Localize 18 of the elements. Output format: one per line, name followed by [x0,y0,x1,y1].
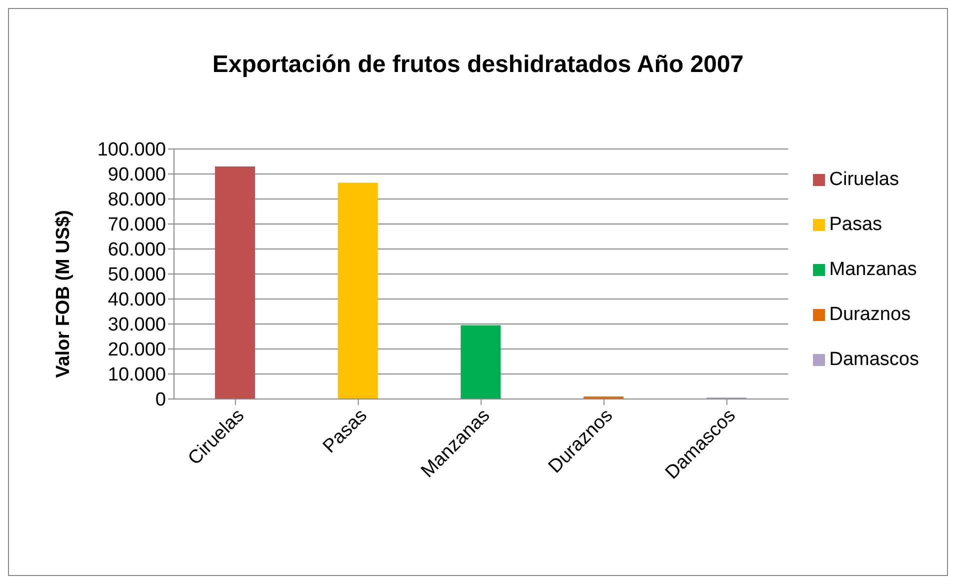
legend-label: Damascos [829,348,919,370]
y-tick-label: 70.000 [108,214,166,236]
legend-label: Ciruelas [829,168,899,190]
y-tick-label: 40.000 [108,290,166,311]
y-tick-label: 0 [155,390,166,411]
chart-title: Exportación de frutos deshidratados Año 2007 [211,51,745,79]
y-axis-title: Valor FOB (M US$) [53,210,75,378]
legend-label: Pasas [829,214,882,234]
y-tick-label: 30.000 [108,314,166,336]
y-tick-label: 100.000 [97,140,166,161]
y-tick-label: 60.000 [108,240,166,261]
y-tick-label: 10.000 [108,364,166,386]
y-tick-label: 50.000 [108,264,166,286]
y-tick-label: 90.000 [108,164,166,186]
legend-label: Duraznos [829,304,911,324]
legend-label: Manzanas [829,258,917,280]
y-tick-label: 20.000 [108,340,166,361]
y-tick-label: 80.000 [108,190,166,211]
